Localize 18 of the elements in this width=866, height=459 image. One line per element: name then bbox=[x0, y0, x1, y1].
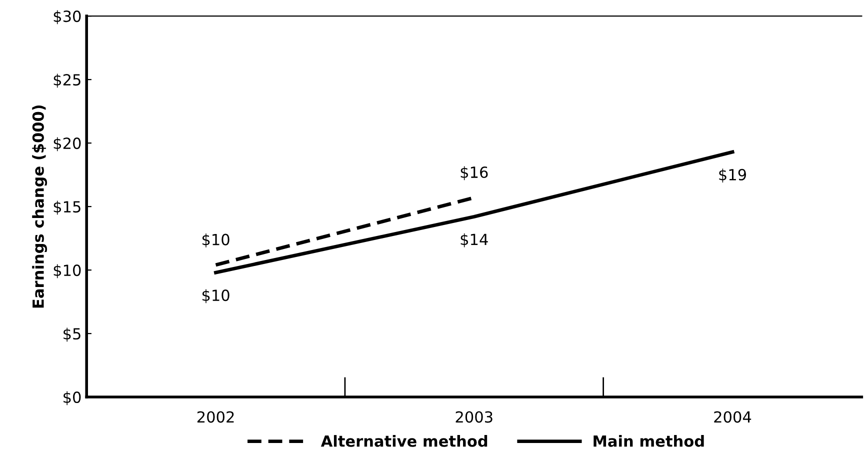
y-tick-label: $5 bbox=[64, 328, 80, 342]
y-axis-title: Earnings change ($000) bbox=[32, 105, 48, 308]
y-tick-label: $20 bbox=[54, 137, 81, 152]
y-tick-label: $15 bbox=[54, 200, 80, 215]
y-tick-label: $10 bbox=[54, 264, 81, 278]
x-tick-label: 2003 bbox=[456, 411, 492, 423]
y-tick-label: $25 bbox=[54, 74, 80, 88]
data-label: $10 bbox=[202, 289, 230, 304]
legend-label: Alternative method bbox=[320, 435, 488, 447]
data-label: $16 bbox=[460, 166, 488, 180]
data-label: $19 bbox=[719, 168, 746, 182]
legend-label: Main method bbox=[594, 435, 704, 447]
x-tick-label: 2002 bbox=[197, 411, 234, 423]
y-tick-label: $30 bbox=[54, 10, 81, 24]
x-tick-label: 2004 bbox=[714, 411, 752, 423]
y-tick-label: $0 bbox=[64, 391, 81, 406]
data-label: $10 bbox=[202, 234, 230, 248]
data-label: $14 bbox=[460, 233, 488, 248]
